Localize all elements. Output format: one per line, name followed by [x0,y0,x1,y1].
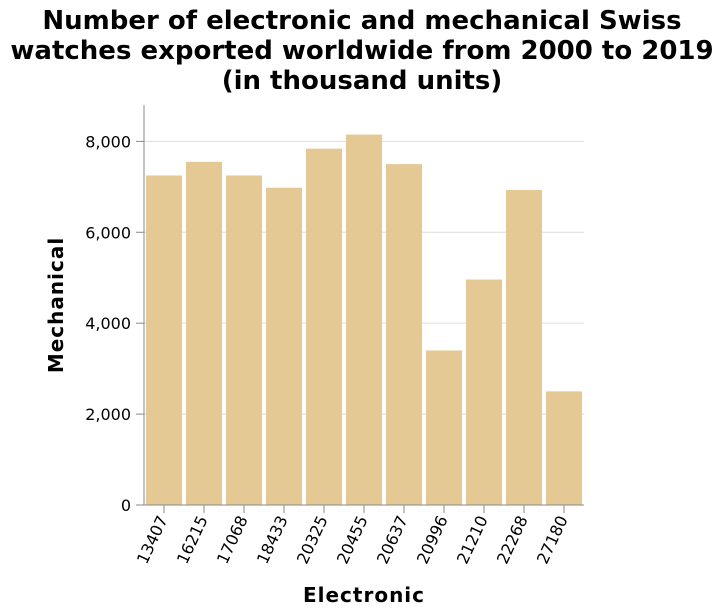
x-tick-label-16215: 16215 [173,513,212,567]
bar-16215 [186,161,222,505]
x-tick-label-13407: 13407 [133,513,172,567]
bar-20455 [346,134,382,505]
x-tick-label-20325: 20325 [293,513,332,567]
x-axis: 13407 16215 17068 18433 20325 20455 20637 20996… [133,504,584,567]
x-tick-label-22268: 22268 [493,513,532,567]
y-tick-label-3: 6,000 [85,223,131,242]
bar-20325 [306,148,342,506]
chart-title-line-2: watches exported worldwide from 2000 to … [10,36,714,66]
y-tick-label-1: 2,000 [85,405,131,424]
bar-17068 [226,175,262,506]
x-tick-label-21210: 21210 [453,513,492,567]
y-tick-label-0: 0 [121,496,131,515]
bars [146,134,582,506]
bar-27180 [546,391,582,505]
y-axis-label: Mechanical [44,237,68,373]
chart-title: Number of electronic and mechanical Swis… [0,6,724,96]
bar-22268 [506,190,542,505]
x-tick-label-20637: 20637 [373,513,412,567]
chart-title-line-3: (in thousand units) [221,66,503,96]
bar-20996 [426,350,462,505]
x-tick-label-18433: 18433 [253,513,292,567]
chart-title-line-1: Number of electronic and mechanical Swis… [42,6,682,36]
y-axis: 0 2,000 4,000 6,000 8,000 [85,105,145,515]
bar-21210 [466,279,502,505]
x-tick-label-17068: 17068 [213,513,252,567]
x-tick-label-20455: 20455 [333,513,372,567]
y-tick-label-4: 8,000 [85,132,131,151]
bar-20637 [386,164,422,505]
y-tick-label-2: 4,000 [85,314,131,333]
x-axis-label: Electronic [303,583,425,607]
x-tick-label-27180: 27180 [533,513,572,567]
bar-13407 [146,175,182,506]
bar-18433 [266,187,302,505]
x-tick-label-20996: 20996 [413,513,452,567]
